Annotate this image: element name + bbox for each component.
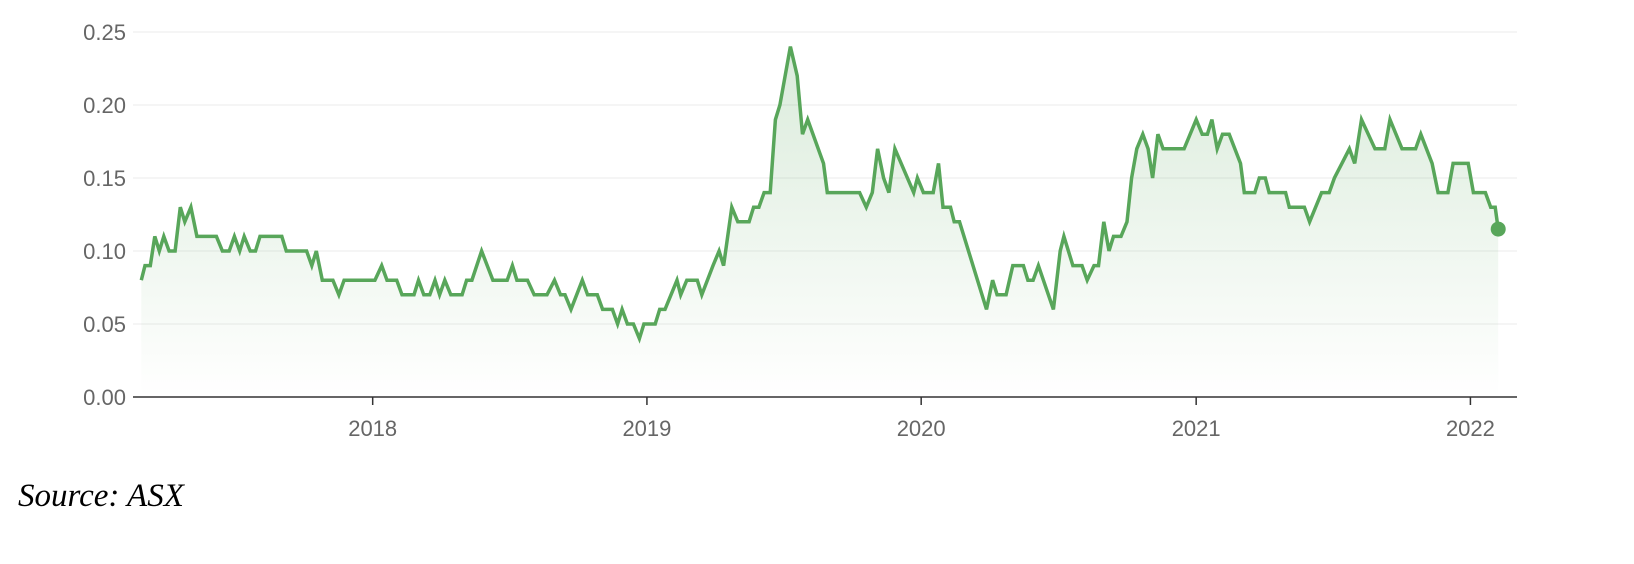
price-chart: 0.00 0.05 0.10 0.15 0.20 0.25 2018 2019 2020 202… [83, 20, 1517, 441]
x-tick-label: 2021 [1172, 416, 1221, 441]
y-tick-label: 0.25 [83, 20, 126, 45]
x-tick-label: 2020 [897, 416, 946, 441]
last-value-marker [1490, 221, 1506, 237]
y-tick-label: 0.15 [83, 166, 126, 191]
x-tick-label: 2019 [622, 416, 671, 441]
source-caption: Source: ASX [18, 478, 184, 514]
x-tick-label: 2018 [348, 416, 397, 441]
data-points [1490, 221, 1506, 237]
y-axis: 0.00 0.05 0.10 0.15 0.20 0.25 [83, 20, 126, 410]
series-area-fill [141, 46, 1499, 397]
y-tick-label: 0.00 [83, 385, 126, 410]
x-tick-label: 2022 [1446, 416, 1495, 441]
y-tick-label: 0.20 [83, 93, 126, 118]
y-tick-label: 0.05 [83, 312, 126, 337]
y-tick-label: 0.10 [83, 239, 126, 264]
x-axis: 2018 2019 2020 2021 2022 [348, 397, 1495, 441]
series-line [139, 46, 1500, 344]
